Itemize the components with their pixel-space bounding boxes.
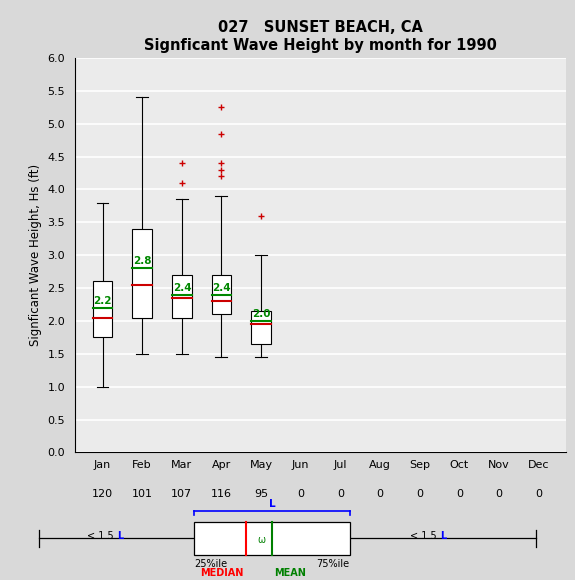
Bar — [251, 311, 271, 344]
Text: 2.8: 2.8 — [133, 256, 152, 266]
Bar — [212, 275, 231, 314]
Text: 0: 0 — [416, 488, 423, 499]
Text: 116: 116 — [211, 488, 232, 499]
Text: L: L — [269, 499, 275, 509]
Bar — [132, 229, 152, 318]
Text: 0: 0 — [535, 488, 542, 499]
Text: 25%ile: 25%ile — [194, 559, 228, 569]
Bar — [194, 522, 350, 555]
Text: 0: 0 — [456, 488, 463, 499]
Text: MEDIAN: MEDIAN — [200, 568, 244, 578]
Text: 107: 107 — [171, 488, 193, 499]
Text: 95: 95 — [254, 488, 268, 499]
Text: 2.2: 2.2 — [93, 296, 112, 306]
Text: < 1.5: < 1.5 — [87, 531, 117, 541]
Text: 2.0: 2.0 — [252, 309, 270, 319]
Text: ω: ω — [258, 535, 266, 545]
Text: 0: 0 — [297, 488, 304, 499]
Bar — [172, 275, 191, 318]
Y-axis label: Signficant Wave Height, Hs (ft): Signficant Wave Height, Hs (ft) — [29, 164, 42, 346]
Text: 0: 0 — [496, 488, 503, 499]
Text: MEAN: MEAN — [275, 568, 306, 578]
Bar — [93, 281, 113, 338]
Text: 75%ile: 75%ile — [316, 559, 350, 569]
Text: 2.4: 2.4 — [172, 282, 191, 293]
Title: 027   SUNSET BEACH, CA
Signficant Wave Height by month for 1990: 027 SUNSET BEACH, CA Signficant Wave Hei… — [144, 20, 497, 53]
Text: L: L — [117, 531, 123, 541]
Text: 2.4: 2.4 — [212, 282, 231, 293]
Text: < 1.5: < 1.5 — [411, 531, 440, 541]
Text: 101: 101 — [132, 488, 152, 499]
Text: 120: 120 — [92, 488, 113, 499]
Text: L: L — [440, 531, 446, 541]
Text: 0: 0 — [377, 488, 384, 499]
Text: 0: 0 — [337, 488, 344, 499]
